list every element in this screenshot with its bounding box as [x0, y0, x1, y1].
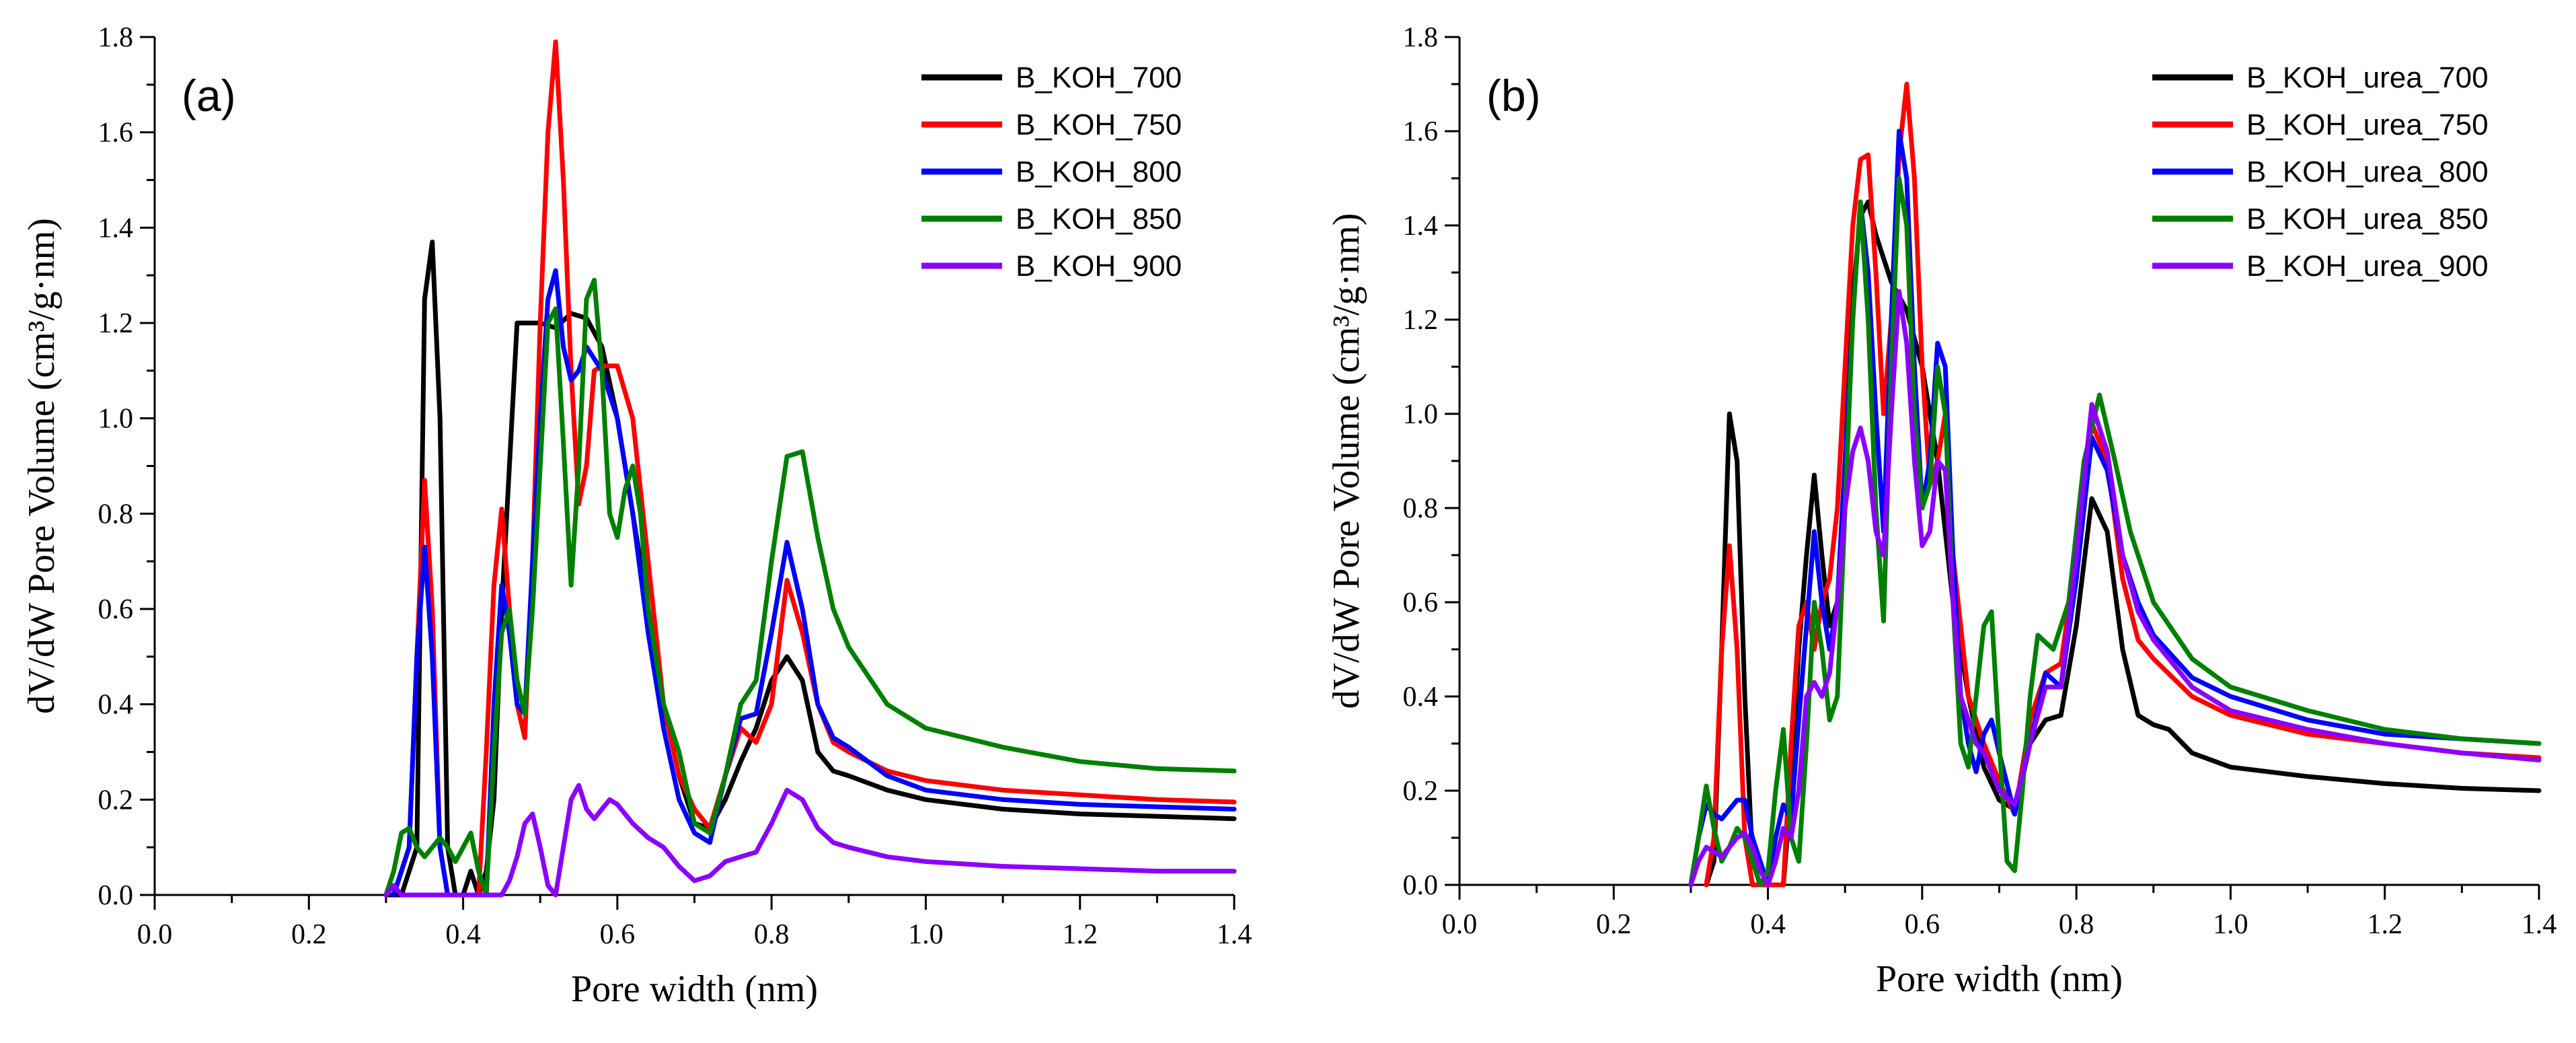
y-tick-label: 1.0 — [1403, 399, 1439, 430]
y-tick-label: 1.6 — [1403, 116, 1439, 147]
series-line-B_KOH_urea_800 — [1688, 129, 2542, 888]
y-tick-label: 1.4 — [98, 213, 134, 244]
x-tick-label: 0.4 — [1750, 909, 1786, 940]
series-line-B_KOH_800 — [391, 268, 1237, 898]
y-tick-label: 1.8 — [98, 22, 134, 53]
legend-label: B_KOH_urea_750 — [2246, 108, 2489, 141]
y-tick-label: 0.2 — [1403, 776, 1439, 807]
y-tick-label: 0.8 — [98, 499, 134, 530]
x-tick-label: 1.0 — [2213, 909, 2248, 940]
legend-label: B_KOH_700 — [1016, 61, 1182, 94]
x-tick-label: 1.4 — [2522, 909, 2557, 940]
legend-label: B_KOH_850 — [1016, 203, 1182, 236]
x-tick-label: 0.4 — [445, 919, 481, 950]
x-tick-label: 0.2 — [1596, 909, 1632, 940]
panel-label: (a) — [182, 71, 236, 120]
series-line-B_KOH_urea_900 — [1688, 289, 2542, 888]
y-tick-label: 1.0 — [98, 404, 134, 435]
x-tick-label: 1.0 — [908, 919, 944, 950]
legend-label: B_KOH_800 — [1016, 155, 1182, 188]
legend-label: B_KOH_900 — [1016, 250, 1182, 283]
x-tick-label: 1.2 — [1062, 919, 1098, 950]
series-line-B_KOH_850 — [383, 277, 1237, 898]
y-tick-label: 0.0 — [1403, 870, 1439, 901]
y-tick-label: 0.6 — [98, 594, 134, 625]
y-tick-label: 1.2 — [98, 308, 134, 339]
legend-label: B_KOH_urea_700 — [2246, 61, 2489, 94]
legend-label: B_KOH_urea_900 — [2246, 250, 2489, 283]
y-tick-label: 0.0 — [98, 880, 134, 911]
y-tick-label: 1.6 — [98, 118, 134, 149]
series-line-B_KOH_urea_750 — [1704, 81, 2542, 888]
y-tick-label: 1.4 — [1403, 211, 1439, 242]
x-tick-label: 0.6 — [600, 919, 636, 950]
y-tick-label: 0.6 — [1403, 587, 1439, 618]
y-axis-title: dV/dW Pore Volume (cm³/g·nm) — [21, 218, 63, 714]
y-tick-label: 0.2 — [98, 785, 134, 816]
y-tick-label: 0.8 — [1403, 493, 1439, 524]
x-tick-label: 0.2 — [291, 919, 327, 950]
y-tick-label: 0.4 — [1403, 682, 1439, 713]
x-tick-label: 0.8 — [2059, 909, 2094, 940]
chart-panel-1: 0.0 0.2 0.4 0.6 0.8 1.0 1.2 1.4 0.0 0.2 0.4 0.6 0.8 1… — [21, 22, 1252, 1010]
y-tick-label: 1.2 — [1403, 305, 1439, 336]
legend-label: B_KOH_750 — [1016, 108, 1182, 141]
x-axis-title: Pore width (nm) — [1876, 958, 2123, 1000]
legend-label: B_KOH_urea_800 — [2246, 155, 2489, 188]
y-tick-label: 0.4 — [98, 690, 134, 721]
legend-label: B_KOH_urea_850 — [2246, 203, 2489, 236]
chart-panel-2: 0.0 0.2 0.4 0.6 0.8 1.0 1.2 1.4 0.0 0.2 0.4 0.6 0.8 1… — [1326, 22, 2556, 1000]
x-tick-label: 0.6 — [1905, 909, 1940, 940]
x-axis-title: Pore width (nm) — [571, 968, 818, 1010]
x-tick-label: 1.2 — [2367, 909, 2402, 940]
x-tick-label: 0.0 — [137, 919, 173, 950]
x-tick-label: 0.0 — [1442, 909, 1478, 940]
x-tick-label: 1.4 — [1217, 919, 1252, 950]
panel-label: (b) — [1486, 71, 1541, 120]
y-axis-title: dV/dW Pore Volume (cm³/g·nm) — [1326, 213, 1367, 709]
x-tick-label: 0.8 — [754, 919, 790, 950]
series-line-B_KOH_900 — [383, 783, 1237, 898]
y-tick-label: 1.8 — [1403, 22, 1439, 53]
